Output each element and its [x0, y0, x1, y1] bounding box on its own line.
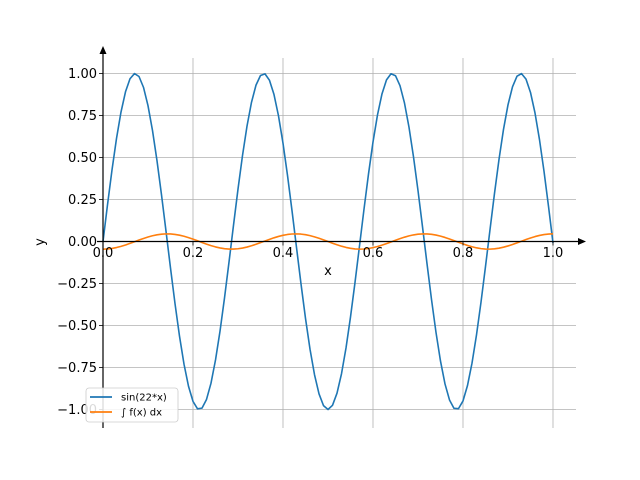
- legend-entry-series-2: ∫ f(x) dx: [121, 408, 162, 419]
- legend-entry-series-1: sin(22*x): [121, 393, 167, 404]
- legend: sin(22*x) ∫ f(x) dx: [85, 387, 179, 423]
- y-tick-label: 0.75: [68, 109, 97, 124]
- x-axis-arrow-icon: [578, 238, 586, 245]
- y-tick-label: −0.25: [57, 277, 97, 292]
- y-tick-label: 0.50: [68, 151, 97, 166]
- y-tick-label: −0.75: [57, 361, 97, 376]
- y-axis-label: y: [33, 238, 48, 246]
- x-tick-label: 0.6: [363, 246, 384, 261]
- x-tick-label: 0.0: [93, 246, 114, 261]
- y-axis-arrow-icon: [99, 46, 107, 54]
- y-tick-label: 1.00: [68, 67, 97, 82]
- x-tick-label: 0.8: [453, 246, 474, 261]
- grid: [103, 58, 576, 428]
- axes: [97, 46, 586, 428]
- y-tick-label: −0.50: [57, 319, 97, 334]
- series-line-1: [102, 72, 554, 411]
- x-tick-label: 1.0: [543, 246, 564, 261]
- x-axis-label: x: [324, 264, 332, 279]
- x-tick-label: 0.2: [183, 246, 204, 261]
- y-tick-label: 0.25: [68, 193, 97, 208]
- x-tick-label: 0.4: [273, 246, 294, 261]
- y-tick-label: 0.00: [68, 235, 97, 250]
